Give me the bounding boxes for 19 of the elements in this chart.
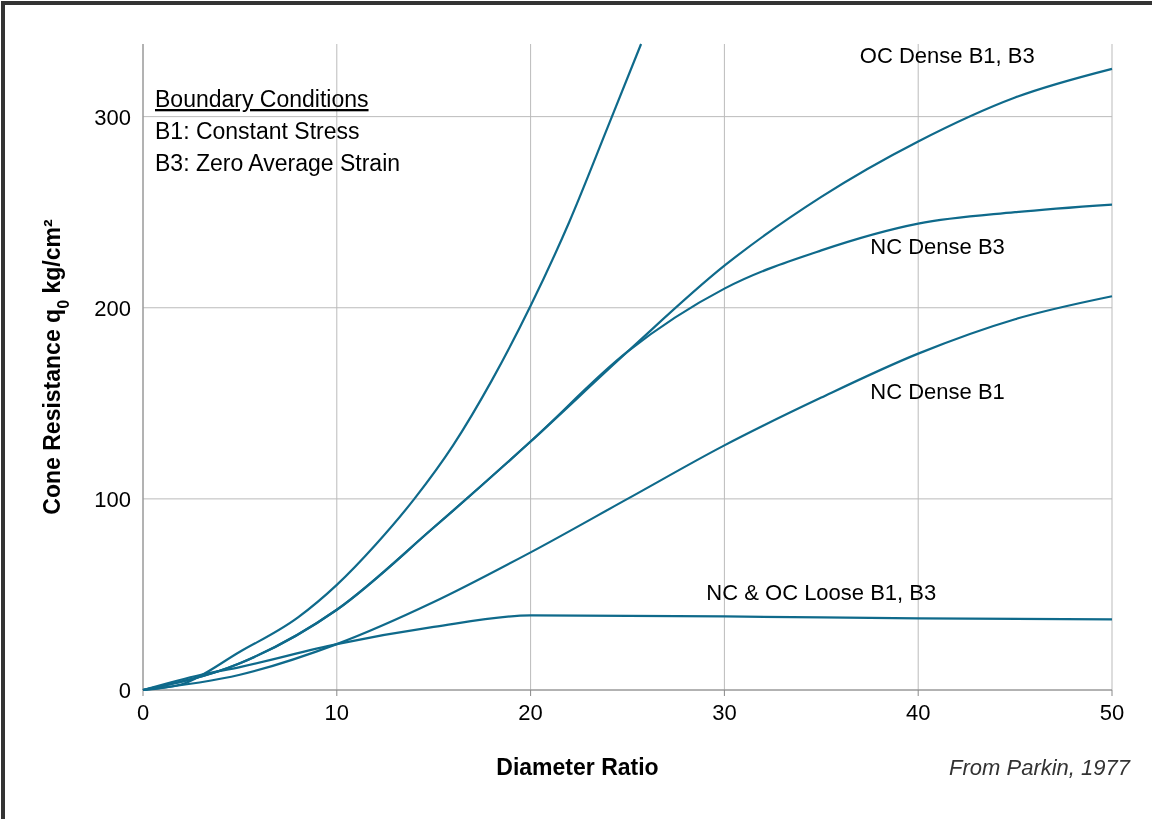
y-tick-label: 0 xyxy=(118,678,131,703)
annotation: B1: Constant Stress xyxy=(155,118,360,144)
y-tick-label: 200 xyxy=(94,295,131,321)
x-axis-title: Diameter Ratio xyxy=(496,754,659,780)
y-tick-label: 100 xyxy=(94,486,131,512)
x-tick-label: 0 xyxy=(136,700,150,725)
y-tick-label: 300 xyxy=(94,104,131,130)
x-tick-label: 30 xyxy=(712,700,737,725)
series-label: NC & OC Loose B1, B3 xyxy=(706,580,937,606)
annotation: Boundary Conditions xyxy=(155,86,369,112)
series-label: OC Dense B1, B3 xyxy=(859,43,1035,69)
series-label: NC Dense B3 xyxy=(870,234,1005,260)
x-tick-label: 40 xyxy=(905,700,931,725)
annotation: B3: Zero Average Strain xyxy=(155,150,401,176)
x-tick-label: 10 xyxy=(324,700,350,725)
text: From Parkin, 1977 xyxy=(949,755,1131,780)
x-tick-label: 20 xyxy=(518,700,543,725)
x-tick-label: 50 xyxy=(1099,700,1125,725)
series-label: NC Dense B1 xyxy=(870,379,1005,405)
